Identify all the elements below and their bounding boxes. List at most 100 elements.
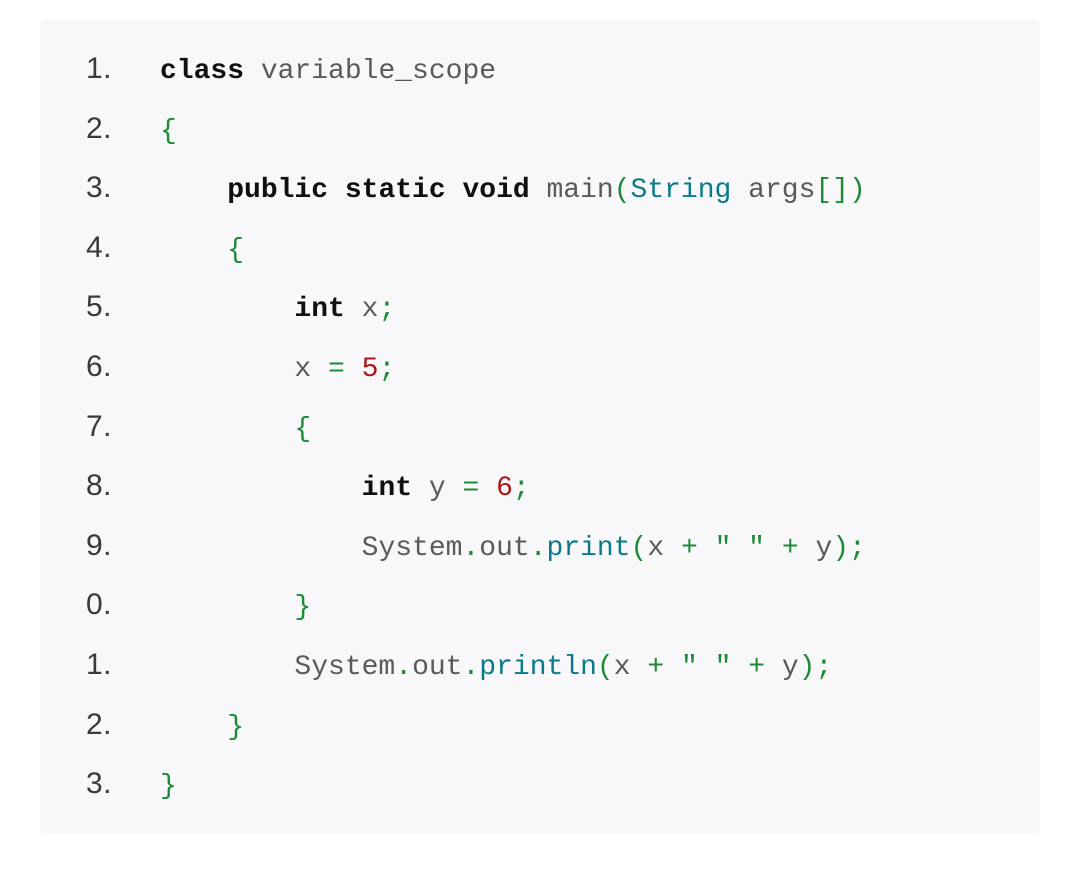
code-content: System.out.print(x + " " + y); xyxy=(160,522,866,577)
token-plain xyxy=(345,354,362,385)
token-type: String xyxy=(631,175,732,206)
line-number: 2. xyxy=(40,100,160,159)
token-punc: } xyxy=(227,712,244,743)
token-ident: x xyxy=(362,294,379,325)
code-content: int y = 6; xyxy=(160,462,530,517)
token-punc: = xyxy=(328,354,345,385)
token-punc: ( xyxy=(614,175,631,206)
token-punc: { xyxy=(160,116,177,147)
token-ident: y xyxy=(782,652,799,683)
token-punc: ); xyxy=(832,533,866,564)
code-line: 0. } xyxy=(40,576,1040,636)
line-number: 1. xyxy=(40,40,160,99)
token-punc: []) xyxy=(815,175,865,206)
token-method: println xyxy=(479,652,597,683)
token-plain xyxy=(799,533,816,564)
token-punc: ); xyxy=(799,652,833,683)
code-line: 7. { xyxy=(40,398,1040,458)
code-content: class variable_scope xyxy=(160,45,496,100)
code-content: public static void main(String args[]) xyxy=(160,164,866,219)
token-punc: . xyxy=(395,652,412,683)
token-ident: x xyxy=(294,354,328,385)
token-punc: } xyxy=(160,771,177,802)
token-punc: ; xyxy=(378,294,395,325)
code-line: 6. x = 5; xyxy=(40,338,1040,398)
token-keyword: int xyxy=(362,473,412,504)
token-keyword: int xyxy=(294,294,344,325)
token-punc: . xyxy=(462,533,479,564)
code-content: { xyxy=(160,403,311,458)
token-punc: } xyxy=(294,592,311,623)
token-punc: + xyxy=(782,533,799,564)
token-ident: args xyxy=(748,175,815,206)
code-block: 1.class variable_scope2.{3. public stati… xyxy=(40,20,1040,835)
token-plain xyxy=(765,652,782,683)
token-ident: main xyxy=(546,175,613,206)
line-number: 3. xyxy=(40,755,160,814)
token-plain xyxy=(244,56,261,87)
token-ident: out xyxy=(479,533,529,564)
code-line: 2.{ xyxy=(40,100,1040,160)
token-plain xyxy=(664,652,681,683)
token-punc: { xyxy=(294,414,311,445)
token-method: print xyxy=(547,533,631,564)
code-content: x = 5; xyxy=(160,343,395,398)
line-number: 1. xyxy=(40,636,160,695)
token-ident: x xyxy=(614,652,648,683)
token-ident: y xyxy=(429,473,463,504)
code-content: } xyxy=(160,760,177,815)
code-line: 3.} xyxy=(40,755,1040,815)
token-num: 6 xyxy=(496,473,513,504)
code-content: } xyxy=(160,581,311,636)
token-keyword: class xyxy=(160,56,244,87)
line-number: 6. xyxy=(40,338,160,397)
token-punc: + xyxy=(647,652,664,683)
code-content: { xyxy=(160,224,244,279)
token-ident: System xyxy=(294,652,395,683)
code-line: 2. } xyxy=(40,696,1040,756)
token-punc: ; xyxy=(513,473,530,504)
token-punc: . xyxy=(530,533,547,564)
token-ident: out xyxy=(412,652,462,683)
token-str: " " xyxy=(715,533,765,564)
code-line: 9. System.out.print(x + " " + y); xyxy=(40,517,1040,577)
line-number: 4. xyxy=(40,219,160,278)
line-number: 5. xyxy=(40,278,160,337)
token-keyword: public static void xyxy=(227,175,529,206)
line-number: 0. xyxy=(40,576,160,635)
line-number: 2. xyxy=(40,696,160,755)
token-plain xyxy=(530,175,547,206)
token-plain xyxy=(731,652,748,683)
token-punc: + xyxy=(681,533,698,564)
code-line: 8. int y = 6; xyxy=(40,457,1040,517)
token-str: " " xyxy=(681,652,731,683)
token-ident: System xyxy=(362,533,463,564)
token-plain xyxy=(479,473,496,504)
code-line: 3. public static void main(String args[]… xyxy=(40,159,1040,219)
line-number: 9. xyxy=(40,517,160,576)
code-content: System.out.println(x + " " + y); xyxy=(160,641,832,696)
code-content: } xyxy=(160,701,244,756)
token-punc: ; xyxy=(378,354,395,385)
token-ident: x xyxy=(647,533,681,564)
token-punc: ( xyxy=(597,652,614,683)
token-num: 5 xyxy=(362,354,379,385)
token-plain xyxy=(698,533,715,564)
token-punc: = xyxy=(462,473,479,504)
token-plain xyxy=(731,175,748,206)
code-content: { xyxy=(160,105,177,160)
code-line: 5. int x; xyxy=(40,278,1040,338)
token-plain xyxy=(345,294,362,325)
code-line: 4. { xyxy=(40,219,1040,279)
code-line: 1. System.out.println(x + " " + y); xyxy=(40,636,1040,696)
token-punc: + xyxy=(748,652,765,683)
token-punc: . xyxy=(462,652,479,683)
line-number: 7. xyxy=(40,398,160,457)
token-punc: { xyxy=(227,235,244,266)
code-line: 1.class variable_scope xyxy=(40,40,1040,100)
token-ident: y xyxy=(815,533,832,564)
code-content: int x; xyxy=(160,283,395,338)
line-number: 8. xyxy=(40,457,160,516)
token-ident: variable_scope xyxy=(261,56,496,87)
token-punc: ( xyxy=(631,533,648,564)
